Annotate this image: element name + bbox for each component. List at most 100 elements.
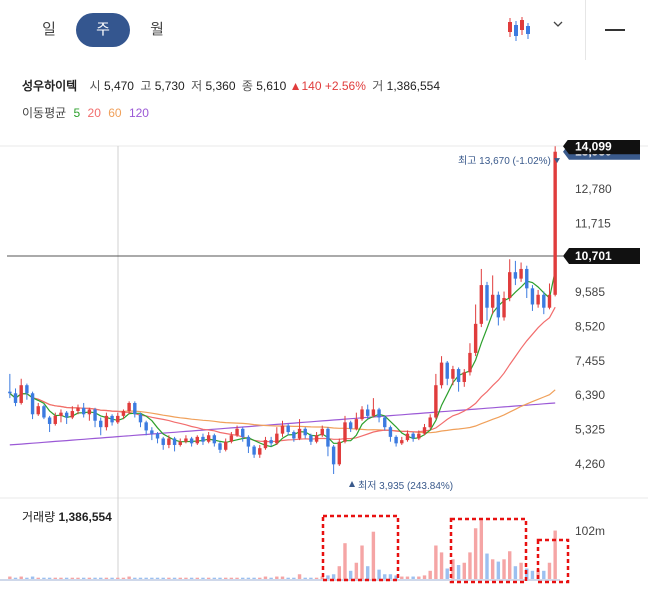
volume-bar [348,570,353,580]
period-week-tab[interactable]: 주 [76,13,130,47]
candle [36,402,40,416]
candle-body [542,294,546,308]
ma-legend-label: 이동평균 [22,106,67,120]
volume-bar [104,577,109,580]
candle-body [479,285,484,324]
candle-body [201,436,205,442]
high-price-tag-bg [563,140,640,155]
candle-body [99,420,103,428]
candle-body [456,369,461,382]
volume-bar [275,576,279,580]
volume-bar [417,576,421,580]
candle-body [127,402,131,412]
y-tick-label: 6,390 [575,388,605,402]
crosshair-price-tag: 10,701 [575,249,612,263]
volume-bar [337,566,342,580]
candle-body [490,294,495,308]
candle [30,391,35,420]
candle [360,406,364,421]
ma60-label: 60 [108,106,122,120]
candle-body [155,433,160,439]
volume-bar [218,577,222,580]
candle-body [377,409,381,418]
candle [490,275,495,315]
candle [110,414,114,426]
change-pct: +2.56% [324,79,366,93]
candle-body [246,436,251,447]
y-tick-label: 9,585 [575,285,605,299]
chevron-down-icon[interactable] [552,18,564,30]
volume-bar [286,577,290,580]
volume-bar [36,577,40,580]
volume-bar [326,575,330,580]
volume-bar [553,530,557,580]
volume-bar [70,577,75,580]
candle [76,404,80,415]
candle [64,411,69,424]
volume-bar [121,577,126,580]
volume-bar [383,574,387,580]
candle [87,407,92,421]
candle [297,419,302,441]
candle-body [218,443,222,450]
volume-bar [297,574,302,580]
volume-bar [47,577,52,580]
volume-bar [206,577,211,580]
candle-body [81,407,86,415]
candle [104,412,109,431]
volume-bar [138,577,143,580]
candle [320,425,324,437]
period-day-tab[interactable]: 일 [42,21,56,38]
low-marker-icon [349,481,355,487]
candle-body [116,415,120,423]
candle [286,423,290,436]
volume-bar [320,576,324,580]
candle-body [172,438,177,445]
candle [502,291,506,321]
candle [519,262,523,282]
candle-body [19,385,23,403]
candle-body [138,414,143,423]
candle [496,291,501,326]
candle [439,356,444,389]
volume-bar [53,577,57,580]
volume-bar [428,570,432,580]
candle-body [445,362,449,379]
candlestick-icon[interactable] [504,15,534,43]
candle [189,436,194,447]
candle-body [30,393,35,415]
volume-bar [235,577,239,580]
volume-bar [229,577,234,580]
crosshair-price-tag-bg [563,248,640,264]
candle [263,436,268,450]
candle [542,291,546,315]
period-month-tab[interactable]: 월 [150,21,164,38]
candle [366,404,370,420]
candle [161,436,165,450]
candle-body [292,432,296,439]
volume-bar [331,574,336,580]
candle-body [297,428,302,439]
volume-bar [388,574,393,580]
candle [53,412,57,426]
price-chart[interactable]: 12,780 11,715 9,585 8,520 7,455 6,390 5,325 4,2… [0,140,648,591]
candle-body [229,435,234,442]
candle [167,435,171,449]
volume-bar [280,576,285,580]
candle-body [47,417,52,424]
volume-bar [462,562,466,580]
candle [348,420,353,433]
candle-body [309,435,313,442]
candle [326,427,330,457]
candle [269,436,273,447]
candle-body [178,441,182,445]
candle [223,438,228,452]
high-price-tag: 14,099 [575,140,612,153]
high-marker-icon [554,158,560,164]
candle-body [462,372,466,382]
y-tick-label: 11,715 [575,216,611,230]
ma5-label: 5 [73,106,81,120]
volume-bar [195,577,199,580]
candle-body [64,412,69,418]
menu-icon[interactable] [605,29,625,31]
